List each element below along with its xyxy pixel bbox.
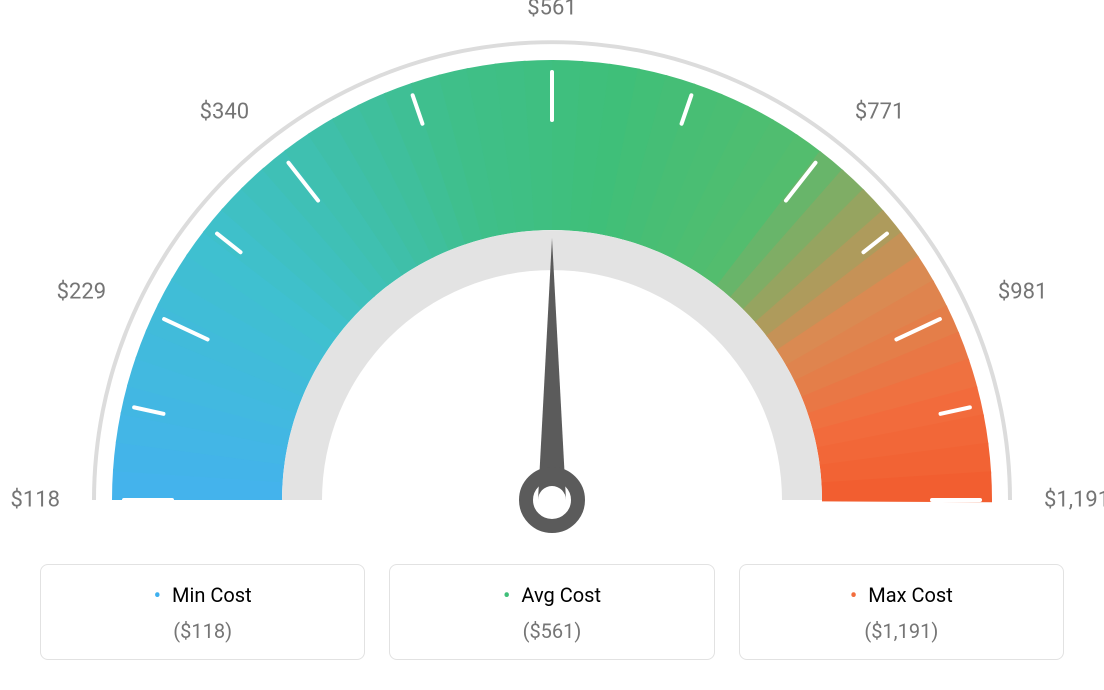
gauge-tick-label: $1,191	[1044, 488, 1104, 513]
legend-row: • Min Cost ($118) • Avg Cost ($561) • Ma…	[40, 564, 1064, 660]
legend-title-min: • Min Cost	[51, 583, 354, 609]
legend-value-avg: ($561)	[400, 619, 703, 643]
legend-dot-avg: •	[503, 584, 510, 609]
legend-card-avg: • Avg Cost ($561)	[389, 564, 714, 660]
legend-card-min: • Min Cost ($118)	[40, 564, 365, 660]
legend-value-max: ($1,191)	[750, 619, 1053, 643]
gauge-svg	[0, 0, 1104, 560]
legend-card-max: • Max Cost ($1,191)	[739, 564, 1064, 660]
legend-label-max: Max Cost	[868, 583, 953, 607]
gauge-tick-label: $340	[200, 100, 249, 125]
legend-dot-min: •	[154, 584, 161, 609]
cost-gauge-container: $118 $229 $340 $561 $771 $981 $1,191 • Min Cos…	[0, 0, 1104, 690]
gauge-tick-label: $771	[855, 100, 904, 125]
gauge-tick-label: $118	[11, 488, 60, 513]
gauge-chart: $118 $229 $340 $561 $771 $981 $1,191	[0, 0, 1104, 560]
legend-label-min: Min Cost	[172, 583, 252, 607]
legend-dot-max: •	[850, 584, 857, 609]
gauge-tick-label: $561	[527, 0, 576, 21]
gauge-tick-label: $981	[998, 280, 1047, 305]
gauge-tick-label: $229	[57, 280, 106, 305]
legend-title-avg: • Avg Cost	[400, 583, 703, 609]
legend-value-min: ($118)	[51, 619, 354, 643]
legend-label-avg: Avg Cost	[521, 583, 601, 607]
legend-title-max: • Max Cost	[750, 583, 1053, 609]
